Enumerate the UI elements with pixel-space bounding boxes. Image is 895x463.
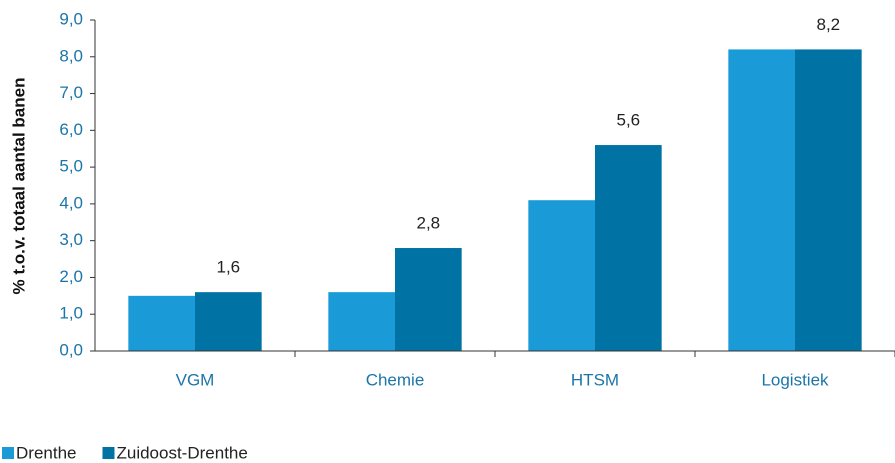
value-label: 2,8	[417, 214, 441, 233]
x-tick-label: HTSM	[571, 370, 619, 389]
y-axis-label: % t.o.v. totaal aantal banen	[9, 78, 28, 295]
y-tick-label: 9,0	[59, 9, 83, 28]
y-tick-label: 1,0	[59, 304, 83, 323]
x-tick-label: Logistiek	[761, 370, 829, 389]
legend-label: Drenthe	[16, 443, 76, 462]
bar	[728, 49, 795, 352]
bar	[195, 292, 262, 351]
y-tick-label: 0,0	[59, 340, 83, 359]
y-tick-label: 3,0	[59, 230, 83, 249]
y-tick-label: 5,0	[59, 157, 83, 176]
bar	[595, 145, 662, 351]
bar	[328, 292, 395, 351]
value-label: 8,2	[817, 15, 841, 34]
bar	[795, 49, 862, 352]
bar	[128, 295, 195, 351]
bar	[395, 248, 462, 351]
legend-swatch	[102, 447, 115, 459]
legend-swatch	[2, 447, 14, 459]
y-tick-label: 4,0	[59, 193, 83, 212]
x-tick-label: VGM	[176, 370, 215, 389]
value-label: 5,6	[617, 111, 641, 130]
x-tick-label: Chemie	[366, 370, 425, 389]
bar	[528, 200, 595, 351]
y-tick-label: 8,0	[59, 46, 83, 65]
y-tick-label: 6,0	[59, 120, 83, 139]
value-label: 1,6	[217, 258, 241, 277]
legend-label: Zuidoost-Drenthe	[116, 443, 247, 462]
y-tick-label: 2,0	[59, 267, 83, 286]
y-tick-label: 7,0	[59, 83, 83, 102]
